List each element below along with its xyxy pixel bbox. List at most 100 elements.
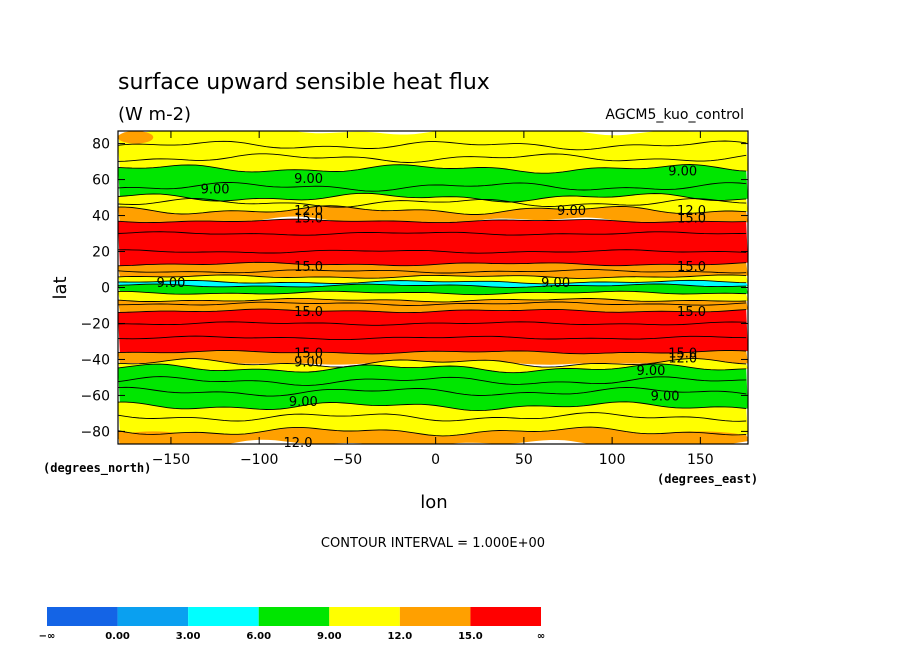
zonal-band	[118, 193, 748, 215]
colorbar-label: 12.0	[388, 631, 413, 642]
zonal-band	[118, 131, 748, 150]
contour-label: 9.00	[668, 165, 697, 180]
contour-line	[118, 181, 747, 192]
contour-interval: CONTOUR INTERVAL = 1.000E+00	[321, 536, 545, 551]
contour-label: 9.00	[651, 389, 680, 404]
x-tick-label: −100	[240, 452, 278, 468]
contour-line	[118, 198, 747, 208]
contour-label: 9.00	[294, 172, 323, 187]
contour-line	[118, 205, 747, 215]
contour-line	[118, 279, 747, 285]
contour-line	[118, 249, 747, 254]
y-axis-label: lat	[50, 276, 71, 299]
contour-line	[118, 301, 747, 306]
colorbar-swatch	[47, 607, 118, 626]
colorbar-swatch	[399, 607, 471, 626]
contour-line	[118, 140, 747, 151]
contour-line	[118, 358, 747, 368]
colorbar-swatch	[329, 607, 400, 626]
contour-label: 12.0	[668, 352, 697, 367]
y-tick-label: 20	[92, 245, 110, 261]
contour-label: 9.00	[636, 364, 665, 379]
colorbar-label: 0.00	[105, 631, 130, 642]
contour-line	[118, 401, 747, 412]
y-axis: 80 60 40 20 0 −20 −40 −60 −80	[80, 137, 748, 440]
contour-label: 9.00	[557, 204, 586, 219]
zonal-band	[118, 141, 748, 174]
contour-line	[118, 321, 747, 326]
x-tick-label: 50	[515, 452, 533, 468]
x-tick-label: −150	[152, 452, 190, 468]
contour-line	[118, 218, 747, 224]
y-tick-label: −60	[80, 388, 110, 404]
contour-line	[118, 261, 747, 267]
zonal-band	[118, 309, 748, 354]
x-units-label: (degrees_east)	[657, 472, 758, 487]
colorbar-swatch	[117, 607, 189, 626]
colorbar-swatch	[188, 607, 259, 626]
contour-label: 9.00	[156, 276, 185, 291]
experiment-label: AGCM5_kuo_control	[605, 107, 744, 123]
contour-label: 12.0	[294, 204, 323, 219]
zonal-band	[118, 280, 748, 288]
y-tick-label: −20	[80, 316, 110, 332]
contour-line	[118, 335, 747, 341]
contour-label: 12.0	[677, 204, 706, 219]
units-label: (W m-2)	[118, 104, 191, 125]
contour-line	[118, 412, 747, 422]
contour-line	[118, 283, 747, 288]
x-tick-label: −50	[333, 452, 363, 468]
colorbar-label: 3.00	[176, 631, 201, 642]
colorbar: −∞ 0.00 3.00 6.00 9.00 12.0 15.0 ∞	[39, 607, 545, 642]
y-tick-label: −40	[80, 352, 110, 368]
y-tick-label: 40	[92, 209, 110, 225]
field-patch	[118, 131, 154, 144]
zonal-band	[118, 205, 748, 226]
contour-line	[118, 269, 747, 274]
colorbar-label: −∞	[39, 631, 56, 642]
contour-label: 15.0	[294, 346, 323, 361]
contour-line	[118, 426, 747, 437]
contour-label: 9.00	[541, 276, 570, 291]
y-tick-label: 60	[92, 173, 110, 189]
colorbar-swatch	[470, 607, 541, 626]
x-axis: −150 −100 −50 0 50 100 150	[152, 131, 714, 468]
zonal-band	[118, 274, 748, 284]
colorbar-label: 15.0	[458, 631, 483, 642]
contour-line	[118, 376, 747, 386]
x-axis-label: lon	[420, 492, 447, 513]
contour-label: 15.0	[677, 260, 706, 275]
contour-label: 15.0	[668, 346, 697, 361]
contour-line	[118, 350, 747, 355]
zonal-band	[118, 401, 748, 436]
chart-title: surface upward sensible heat flux	[118, 70, 490, 95]
contour-label: 9.00	[201, 183, 230, 198]
zonal-band	[118, 164, 748, 202]
contour-label: 15.0	[677, 305, 706, 320]
x-tick-label: 150	[687, 452, 714, 468]
contour-line	[118, 386, 747, 397]
contour-label: 9.00	[289, 395, 318, 410]
zonal-band	[118, 262, 748, 279]
y-tick-label: 0	[101, 281, 110, 297]
plot-area	[118, 131, 748, 444]
contour-line	[118, 164, 747, 174]
contour-line	[118, 290, 747, 296]
y-tick-label: 80	[92, 137, 110, 153]
contour-label: 15.0	[294, 260, 323, 275]
zonal-band	[118, 219, 748, 266]
x-tick-label: 100	[599, 452, 626, 468]
contour-label: 15.0	[294, 305, 323, 320]
colorbar-swatch	[258, 607, 330, 626]
contour-line	[118, 363, 747, 374]
contour-label: 9.00	[294, 355, 323, 370]
y-tick-label: −80	[80, 424, 110, 440]
contour-label: 15.0	[294, 211, 323, 226]
contour-line	[118, 297, 747, 303]
colorbar-label: ∞	[537, 631, 545, 642]
contour-line	[118, 153, 747, 163]
contour-line	[118, 274, 747, 279]
colorbar-label: 6.00	[246, 631, 271, 642]
